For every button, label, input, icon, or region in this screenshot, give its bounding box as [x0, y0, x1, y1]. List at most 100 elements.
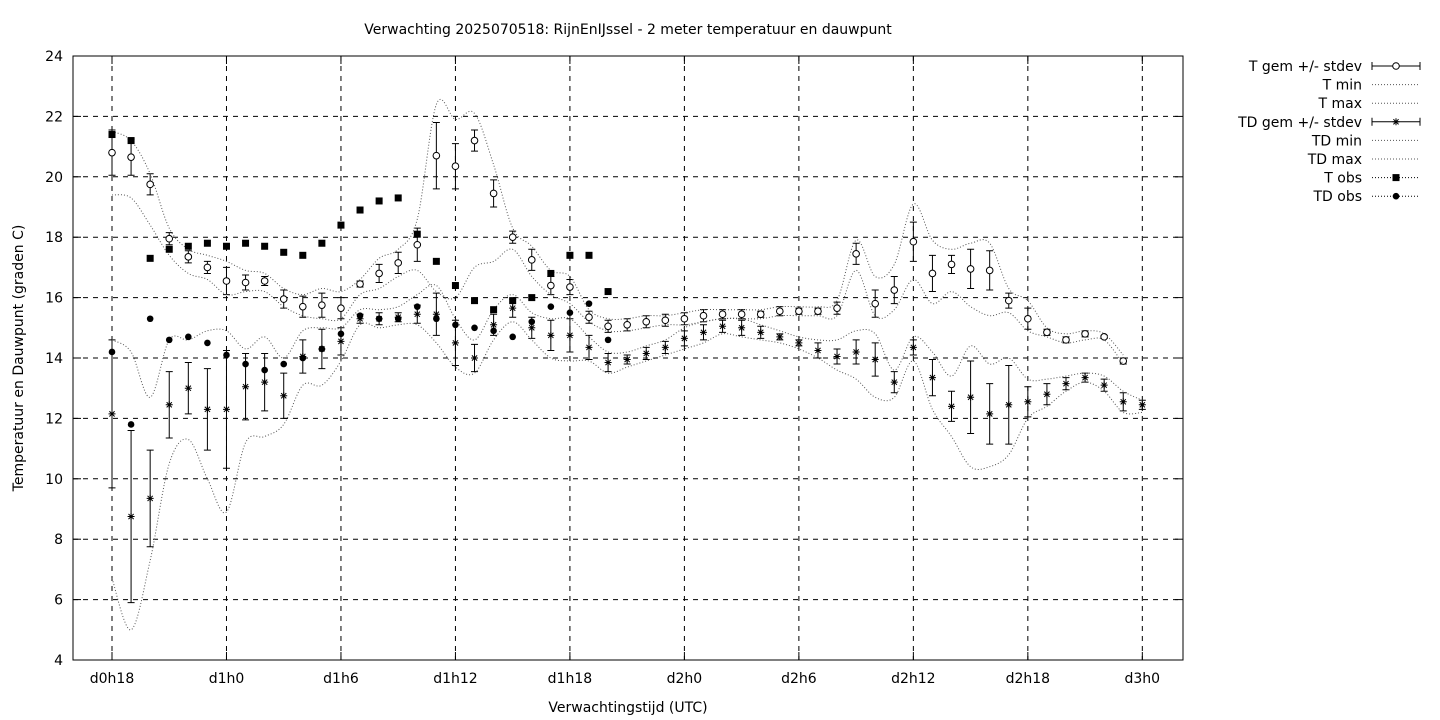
x-tick-label: d0h18 [90, 671, 134, 687]
data-point [947, 260, 956, 269]
data-point [1043, 390, 1051, 398]
y-tick-label: 24 [45, 49, 63, 65]
data-point [604, 336, 612, 344]
x-tick-label: d2h0 [667, 671, 703, 687]
legend-label: TD min [1311, 133, 1362, 149]
series-t-gem-stdev [108, 121, 1128, 365]
data-point [509, 304, 517, 312]
data-point [146, 494, 154, 502]
data-point [604, 322, 612, 331]
data-point [1100, 381, 1108, 389]
data-point [337, 221, 345, 229]
x-tick-label: d1h12 [433, 671, 477, 687]
legend: T gem +/- stdev T min T max TD gem +/- stde… [1237, 59, 1421, 205]
data-point [203, 405, 211, 413]
data-point [337, 304, 345, 312]
data-point [261, 366, 268, 374]
data-point [814, 307, 822, 315]
data-point [776, 333, 784, 341]
data-point [547, 303, 555, 310]
data-point [242, 239, 250, 247]
data-point [547, 281, 555, 290]
y-tick-label: 18 [45, 230, 63, 246]
data-point [623, 356, 631, 364]
data-point [204, 339, 211, 347]
legend-item-td-max: TD max [1307, 152, 1420, 168]
line-t-min [111, 194, 1124, 365]
data-point [680, 334, 688, 342]
data-point [967, 393, 975, 401]
data-point [1119, 398, 1127, 406]
data-point [871, 356, 879, 364]
data-point [1062, 336, 1070, 344]
data-point [985, 266, 994, 275]
data-point [1100, 333, 1108, 341]
data-point [1081, 374, 1089, 382]
data-point [108, 410, 116, 418]
data-point [1081, 330, 1089, 338]
data-point [471, 324, 478, 332]
data-point [699, 311, 708, 320]
data-point [185, 333, 192, 341]
x-tick-label: d1h6 [323, 671, 359, 687]
x-tick-label: d1h18 [548, 671, 592, 687]
data-point [375, 197, 383, 205]
data-point [566, 251, 574, 259]
data-point [871, 299, 880, 308]
data-point [165, 245, 173, 253]
data-point [909, 343, 917, 351]
data-point [699, 328, 707, 336]
data-point [661, 316, 670, 325]
data-point [585, 343, 593, 351]
data-point [1024, 398, 1032, 406]
data-point [413, 230, 421, 238]
data-point [146, 180, 154, 189]
data-point [470, 136, 479, 145]
data-point [566, 331, 574, 339]
data-point [451, 282, 459, 290]
data-point [547, 331, 555, 339]
legend-item-td-min: TD min [1311, 133, 1420, 149]
x-tick-label: d1h0 [209, 671, 245, 687]
data-point [299, 302, 307, 311]
data-point [527, 256, 536, 264]
legend-item-t-max: T max [1317, 96, 1420, 112]
data-point [585, 300, 593, 307]
data-point [280, 392, 288, 400]
data-point [890, 378, 898, 386]
data-point [795, 307, 803, 315]
data-point [108, 148, 116, 157]
data-point [528, 294, 536, 302]
x-tick-label: d3h0 [1125, 671, 1161, 687]
data-point [490, 327, 497, 335]
line-t-max [111, 98, 1124, 356]
legend-marker [1392, 174, 1400, 182]
data-point [756, 310, 765, 319]
y-tick-label: 8 [54, 532, 63, 548]
data-point [490, 306, 498, 314]
series-t-min [111, 194, 1124, 365]
data-point [394, 194, 402, 202]
data-point [203, 263, 212, 272]
series-td-min [111, 321, 1143, 631]
data-point [241, 278, 250, 287]
y-tick-label: 4 [54, 653, 63, 669]
y-tick-label: 20 [45, 170, 63, 186]
data-point [242, 383, 250, 391]
data-point [623, 320, 631, 329]
x-tick-label: d2h18 [1006, 671, 1050, 687]
legend-label: TD gem +/- stdev [1237, 115, 1362, 131]
data-point [394, 315, 402, 323]
data-point [318, 345, 326, 353]
data-point [966, 265, 975, 273]
data-point [737, 310, 746, 319]
data-point [242, 360, 249, 368]
data-point [165, 234, 174, 243]
data-point [833, 352, 841, 360]
data-point [356, 280, 364, 288]
data-point [222, 405, 230, 413]
data-point [127, 421, 135, 428]
data-point [108, 131, 116, 139]
data-point [318, 301, 326, 309]
